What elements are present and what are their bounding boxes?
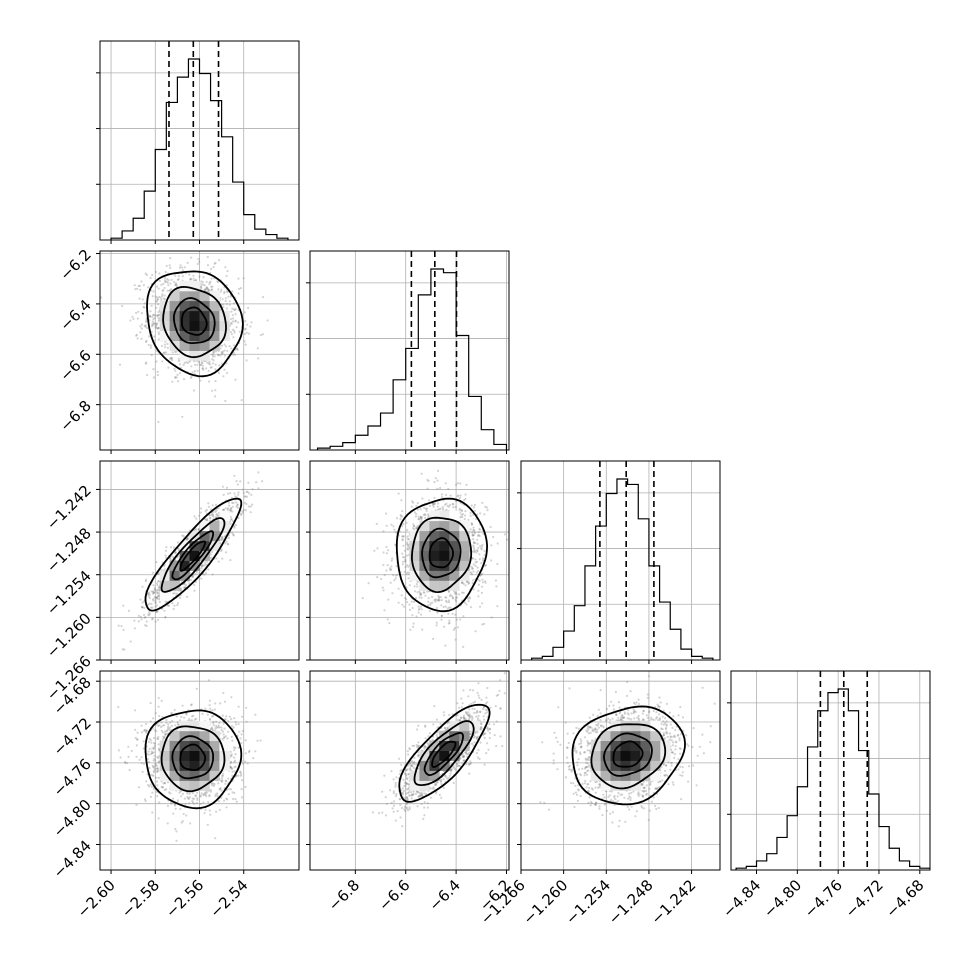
pair-1-2-frame (309, 460, 510, 661)
pair-1-3-panel: −6.8 −6.6 −6.4 −6.2 (306, 670, 514, 915)
pair-0-1-ylabel-0: −6.8 (56, 397, 94, 435)
pair-1-3-xlabel-1: −6.6 (375, 876, 413, 914)
pair-2-3-plot-area (539, 675, 716, 828)
hist-1-frame (309, 250, 510, 451)
pair-0-1-contour-0 (146, 270, 244, 378)
hist-3-xlabel-0: −4.84 (719, 876, 764, 921)
pair-1-3-xlabel-2: −6.4 (425, 876, 463, 914)
hist-0-frame (99, 40, 300, 241)
pair-0-2-ylabel-3: −1.248 (43, 524, 95, 576)
pair-0-2-contour-2 (171, 530, 214, 581)
hist-3-xlabel-4: −4.68 (882, 876, 927, 921)
pair-2-3-xlabel-2: −1.254 (562, 876, 614, 928)
pair-2-3-contour-1 (590, 723, 667, 790)
pair-1-3-contour-1 (413, 720, 475, 787)
pair-0-2-ylabel-2: −1.254 (43, 567, 95, 619)
pair-2-3-xlabel-3: −1.248 (605, 876, 657, 928)
pair-0-3-xlabel-3: −2.54 (206, 876, 251, 921)
pair-0-3-contour-1 (160, 725, 226, 793)
pair-2-3-panel: −1.266−1.260−1.254−1.248−1.242 (477, 670, 721, 928)
hist-3-xlabel-1: −4.80 (760, 876, 805, 921)
hist-1-panel (306, 250, 510, 454)
pair-1-2-contour-0 (395, 497, 489, 613)
pair-0-2-panel: −1.266−1.260−1.254−1.248−1.242 (43, 460, 300, 704)
pair-2-3-contour-3 (612, 740, 644, 768)
pair-0-3-contour-0 (144, 709, 243, 810)
pair-1-3-contour-0 (398, 703, 491, 803)
pair-2-3-contour-2 (603, 732, 653, 777)
pair-0-3-panel: −4.84−4.80−4.76−4.72−4.68−2.60−2.58−2.56… (50, 670, 300, 921)
pair-0-2-contour-1 (160, 517, 226, 593)
pair-1-3-contour-2 (423, 731, 464, 777)
pair-0-3-xlabel-1: −2.58 (118, 876, 163, 921)
hist-2-frame (520, 460, 721, 661)
hist-3-panel: −4.84−4.80−4.76−4.72−4.68 (719, 670, 931, 921)
pair-0-2-contour-0 (144, 497, 243, 612)
pair-0-2-contour-3 (179, 540, 207, 572)
pair-1-3-frame (309, 670, 510, 871)
pair-0-3-xlabel-0: −2.60 (74, 876, 119, 921)
pair-0-1-ylabel-2: −6.4 (56, 296, 94, 334)
pair-0-3-ylabel-1: −4.80 (50, 796, 95, 841)
pair-1-3-contour-3 (431, 740, 457, 768)
pair-1-3-plot-area (371, 672, 506, 828)
pair-1-2-contour-2 (421, 527, 462, 579)
pair-1-3-xlabel-0: −6.8 (325, 876, 363, 914)
pair-0-2-ylabel-1: −1.260 (43, 609, 95, 661)
pair-0-1-frame (99, 250, 300, 451)
hist-3-steps (735, 688, 930, 870)
pair-2-3-frame (520, 670, 721, 871)
pair-0-1-panel: −6.8 −6.6 −6.4 −6.2 (56, 246, 300, 454)
pair-0-3-ylabel-0: −4.84 (50, 837, 95, 882)
pair-0-1-ylabel-1: −6.6 (56, 346, 94, 384)
pair-2-3-xlabel-1: −1.260 (519, 876, 571, 928)
pair-0-3-ylabel-2: −4.76 (50, 755, 95, 800)
pair-2-3-xlabel-4: −1.242 (647, 876, 699, 928)
pair-2-3-contour-0 (571, 705, 686, 806)
pair-1-2-plot-area (361, 469, 509, 649)
hist-3-frame (730, 670, 931, 871)
pair-0-3-frame (99, 670, 300, 871)
pair-0-3-contour-3 (179, 743, 207, 771)
pair-0-3-ylabel-3: −4.72 (50, 714, 95, 759)
hist-1-steps (316, 268, 508, 450)
pair-1-2-panel (306, 460, 510, 664)
pair-0-1-contour-3 (181, 306, 208, 336)
pair-0-1-contour-2 (173, 297, 216, 345)
pair-0-3-density (159, 720, 230, 791)
pair-0-2-ylabel-4: −1.242 (43, 482, 95, 534)
hist-3-xlabel-3: −4.72 (842, 876, 887, 921)
hist-0-steps (110, 58, 289, 240)
pair-1-2-contour-3 (428, 537, 454, 569)
pair-1-2-contour-1 (410, 516, 473, 594)
pair-0-3-plot-area (117, 679, 262, 842)
pair-0-2-frame (99, 460, 300, 661)
pair-0-1-ylabel-3: −6.2 (56, 246, 94, 284)
hist-3-xlabel-2: −4.76 (801, 876, 846, 921)
pair-0-1-contour-1 (162, 285, 227, 359)
pair-0-3-contour-2 (171, 735, 214, 780)
hist-2-panel (517, 460, 721, 664)
pair-0-1-plot-area (100, 255, 269, 424)
hist-0-panel (96, 40, 300, 244)
pair-0-3-xlabel-2: −2.56 (162, 876, 207, 921)
hist-2-steps (531, 478, 714, 660)
pair-0-2-plot-area (117, 471, 264, 651)
